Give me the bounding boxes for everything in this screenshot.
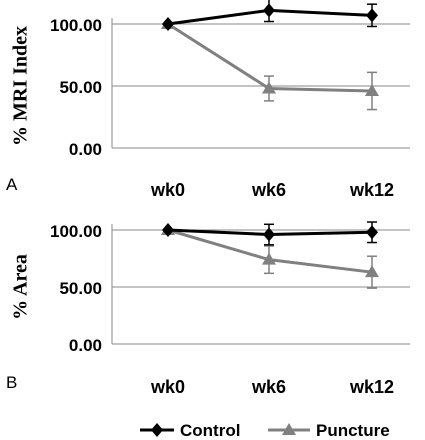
data-point [262, 252, 276, 265]
data-point [162, 17, 174, 31]
legend-marker [282, 423, 296, 435]
y-tick-label: 100.00 [50, 222, 102, 241]
y-tick-label: 0.00 [69, 140, 102, 159]
x-tick-label: wk6 [251, 377, 286, 397]
data-point [162, 223, 174, 237]
legend-label: Puncture [316, 421, 390, 440]
panel-label: B [6, 373, 17, 392]
series-line [167, 22, 373, 93]
data-point [263, 227, 275, 242]
legend-marker [151, 423, 163, 437]
x-tick-label: wk0 [150, 180, 185, 200]
x-tick-label: wk12 [349, 377, 394, 397]
y-tick-label: 50.00 [59, 279, 102, 298]
legend-label: Control [180, 421, 240, 440]
data-point [366, 8, 378, 23]
x-tick-label: wk6 [251, 180, 286, 200]
data-point [365, 83, 379, 96]
y-tick-label: 100.00 [50, 16, 102, 35]
data-point [262, 81, 276, 94]
data-point [366, 225, 378, 240]
y-tick-label: 0.00 [69, 336, 102, 355]
x-tick-label: wk0 [150, 377, 185, 397]
data-point [263, 3, 275, 18]
x-tick-label: wk12 [349, 180, 394, 200]
y-axis-label: % MRI Index [10, 26, 32, 146]
y-axis-label: % Area [10, 254, 32, 320]
data-point [365, 265, 379, 278]
y-tick-label: 50.00 [59, 78, 102, 97]
panel-label: A [6, 175, 18, 194]
